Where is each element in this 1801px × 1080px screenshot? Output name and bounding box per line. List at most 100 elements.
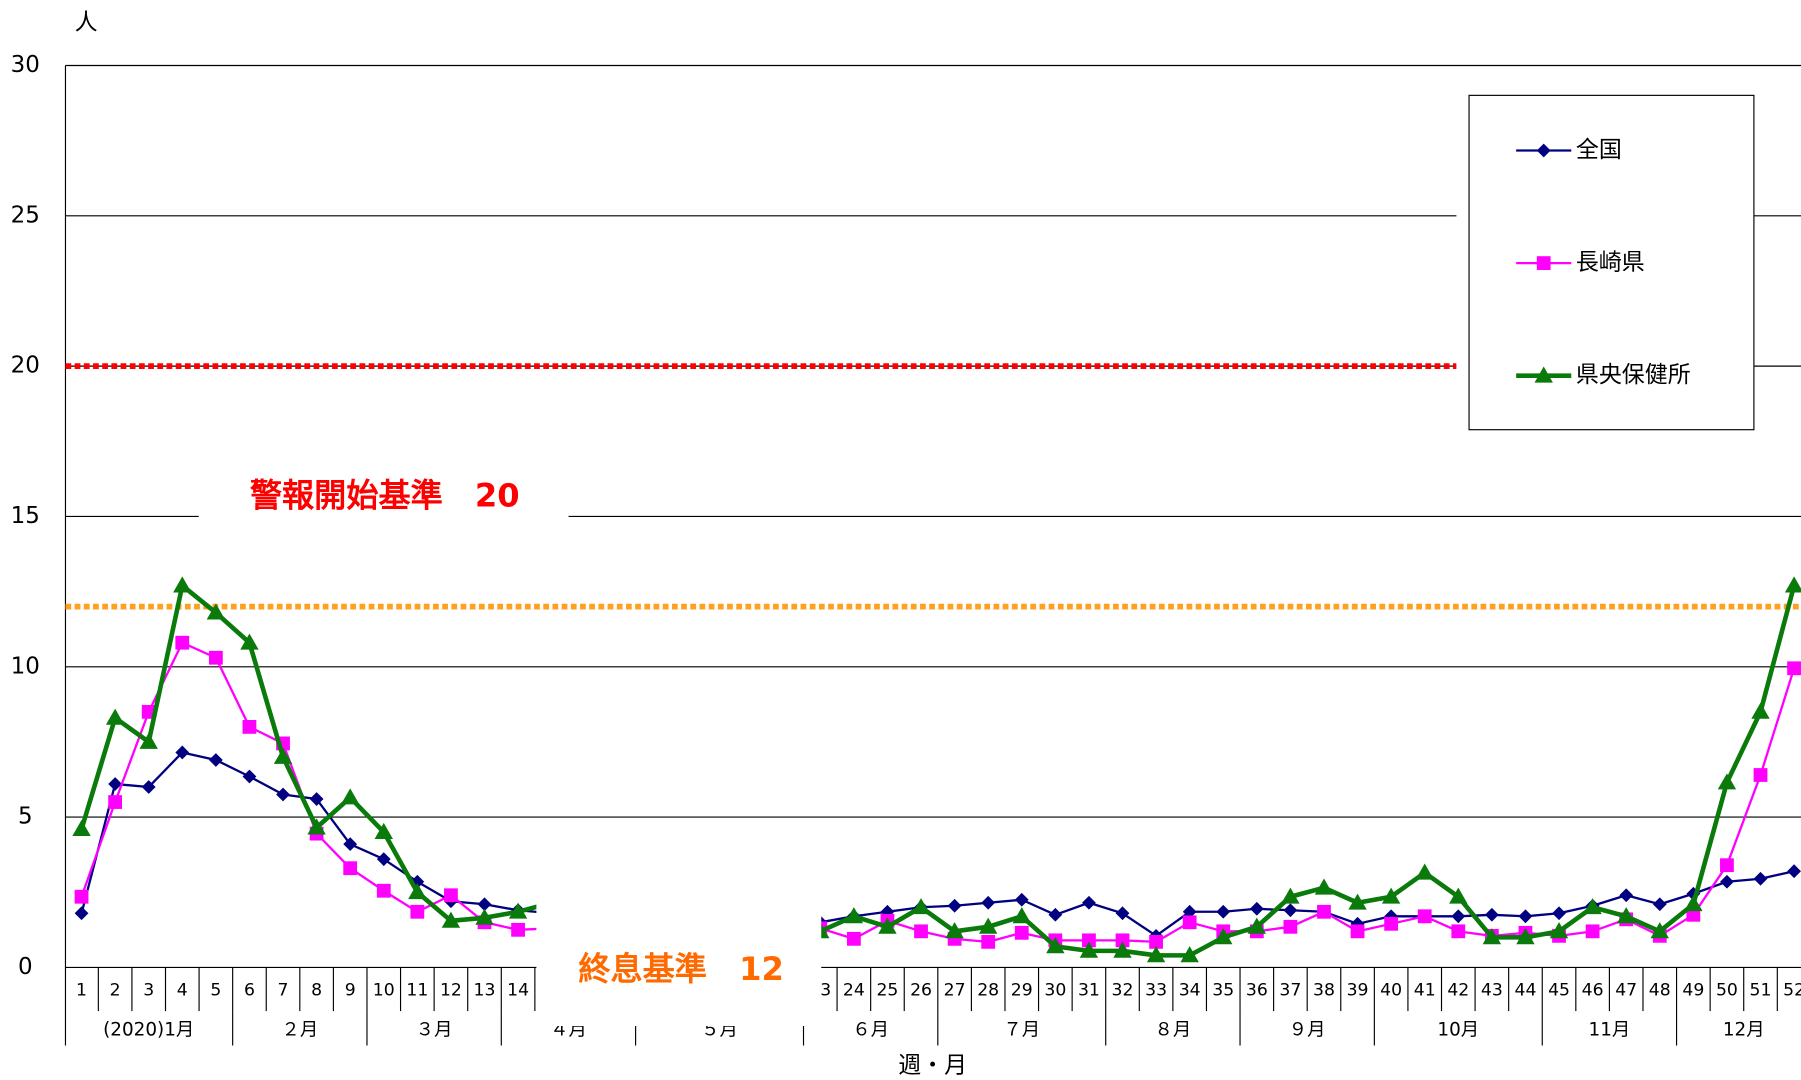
x-tick-label: 10: [373, 980, 395, 1000]
data-point: [1536, 143, 1551, 158]
data-point: [1534, 366, 1553, 383]
data-point: [175, 745, 190, 760]
data-point: [1082, 895, 1096, 910]
data-point: [844, 907, 864, 924]
x-tick-label: 33: [1145, 980, 1167, 1000]
data-point: [508, 902, 528, 919]
threshold-label: 警報開始基準 20: [250, 476, 520, 514]
legend-padding: [1456, 95, 1470, 430]
data-point: [979, 917, 998, 934]
data-point: [1115, 933, 1130, 948]
month-label: ８月: [1155, 1020, 1192, 1041]
data-point: [1585, 924, 1600, 939]
x-tick-label: 46: [1582, 980, 1604, 1000]
data-point: [1753, 871, 1768, 886]
data-point: [309, 792, 324, 806]
data-point: [1787, 661, 1801, 676]
data-point: [1247, 917, 1267, 934]
data-point: [1619, 888, 1634, 903]
data-point: [1350, 924, 1365, 939]
x-tick-label: 29: [1011, 980, 1033, 1000]
data-point: [1082, 933, 1096, 948]
data-point: [72, 819, 91, 837]
y-tick-label: 20: [11, 353, 40, 379]
month-label: ２月: [281, 1020, 318, 1041]
x-tick-label: 13: [474, 980, 496, 1000]
month-label: 12月: [1723, 1020, 1765, 1041]
data-point: [343, 837, 358, 852]
data-point: [1753, 768, 1768, 782]
legend-label: 長崎県: [1576, 250, 1645, 276]
x-tick-label: 37: [1279, 980, 1301, 1000]
annotation-box: [536, 890, 822, 1026]
data-point: [1046, 937, 1065, 954]
x-tick-label: 42: [1447, 980, 1469, 1000]
data-point: [441, 911, 461, 928]
data-point: [376, 852, 391, 867]
data-point: [1283, 919, 1298, 934]
data-point: [1536, 256, 1551, 270]
data-point: [343, 861, 358, 876]
data-point: [1014, 892, 1029, 907]
data-point: [444, 888, 458, 903]
data-point: [173, 576, 192, 593]
x-tick-label: 12: [440, 980, 462, 1000]
x-tick-label: 38: [1313, 980, 1335, 1000]
data-point: [340, 788, 360, 805]
x-tick-label: 43: [1481, 980, 1503, 1000]
data-point: [105, 708, 125, 725]
data-point: [410, 904, 425, 919]
y-tick-label: 25: [11, 202, 40, 228]
x-tick-label: 30: [1044, 980, 1066, 1000]
data-point: [914, 924, 928, 939]
data-point: [878, 917, 897, 934]
x-tick-label: 32: [1112, 980, 1134, 1000]
data-point: [1451, 909, 1466, 924]
x-tick-label: 5: [210, 980, 221, 1000]
data-point: [1012, 907, 1031, 924]
data-point: [1451, 924, 1466, 939]
x-tick-label: 31: [1078, 980, 1100, 1000]
x-tick-label: 25: [876, 980, 898, 1000]
data-point: [911, 898, 931, 915]
data-point: [1314, 878, 1334, 895]
data-point: [1249, 901, 1264, 916]
data-point: [1014, 925, 1029, 940]
x-tick-label: 41: [1414, 980, 1436, 1000]
data-point: [273, 747, 293, 764]
x-tick-label: 28: [977, 980, 999, 1000]
data-point: [1784, 576, 1801, 593]
x-tick-label: 3: [143, 980, 154, 1000]
data-point: [1115, 906, 1130, 921]
legend-label: 全国: [1576, 137, 1622, 163]
x-tick-label: 9: [345, 980, 356, 1000]
data-point: [108, 795, 123, 809]
data-point: [307, 818, 326, 835]
x-tick-label: 8: [311, 980, 322, 1000]
data-point: [1048, 907, 1063, 922]
month-label: 10月: [1437, 1020, 1479, 1041]
data-point: [1552, 906, 1566, 921]
data-point: [1720, 858, 1734, 873]
data-point: [1283, 903, 1298, 918]
data-point: [74, 906, 89, 921]
x-tick-label: 27: [944, 980, 966, 1000]
x-tick-label: 39: [1347, 980, 1369, 1000]
y-tick-label: 0: [18, 954, 33, 980]
data-point: [240, 633, 259, 650]
data-point: [1549, 922, 1569, 939]
data-point: [1484, 907, 1499, 922]
x-tick-label: 44: [1514, 980, 1536, 1000]
series-line: [80, 751, 1795, 937]
x-tick-label: 7: [278, 980, 289, 1000]
data-point: [208, 650, 223, 665]
data-point: [1113, 941, 1132, 958]
data-point: [1216, 904, 1231, 919]
data-point: [1583, 898, 1602, 915]
x-tick-label: 34: [1179, 980, 1201, 1000]
x-tick-label: 52: [1783, 980, 1801, 1000]
data-point: [1348, 893, 1367, 910]
data-point: [1149, 934, 1163, 949]
